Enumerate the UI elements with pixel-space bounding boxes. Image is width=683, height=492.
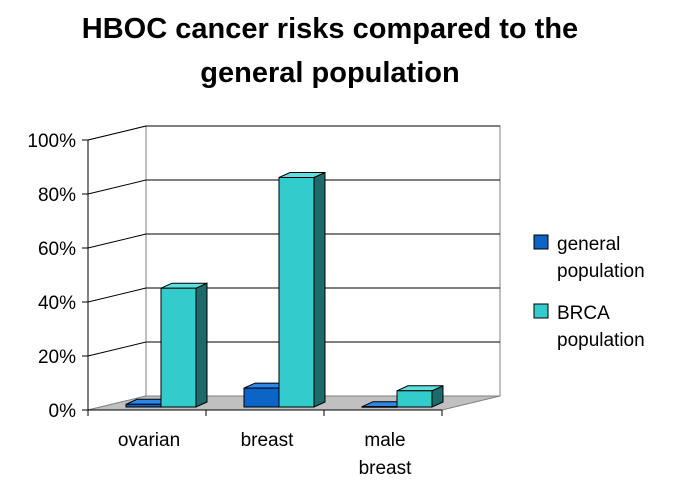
legend: general population BRCA population (533, 234, 645, 351)
legend-label-1: BRCA (557, 303, 610, 324)
y-tick-label: 60% (38, 239, 76, 260)
y-axis-ticks: 0% 20% 40% 60% 80% 100% (27, 131, 89, 422)
bar-front (361, 406, 398, 408)
x-category-label: breast (359, 458, 413, 479)
x-category-label: male (364, 430, 405, 451)
y-tick-label: 80% (38, 185, 76, 206)
bar-side (195, 282, 208, 408)
bar-front (243, 387, 280, 408)
chart-title-line: HBOC cancer risks compared to the (82, 13, 578, 45)
legend-label-0: population (557, 261, 645, 282)
chart-title: HBOC cancer risks compared to the general… (82, 13, 578, 89)
legend-label-0: general (557, 234, 620, 255)
gridline-side (87, 341, 147, 357)
legend-swatch-1 (533, 303, 549, 319)
bar-front (125, 403, 162, 408)
x-category-label: breast (241, 430, 295, 451)
gridline-side (87, 233, 147, 249)
bars (125, 171, 444, 408)
y-tick-label: 20% (38, 347, 76, 368)
y-tick-label: 0% (49, 401, 77, 422)
y-tick-label: 100% (27, 131, 76, 152)
chart-title-line: general population (200, 57, 459, 89)
legend-swatch-0 (533, 234, 549, 250)
x-category-label: ovarian (118, 430, 180, 451)
gridline-side (87, 125, 147, 141)
bar-1-0 (160, 282, 208, 408)
gridline-side (87, 179, 147, 195)
legend-label-1: population (557, 330, 645, 351)
bar-front (160, 287, 197, 408)
gridline-side (87, 287, 147, 303)
bar-front (278, 177, 315, 408)
bar-front (396, 390, 433, 408)
bar-1-1 (278, 171, 326, 408)
bar-side (313, 171, 326, 408)
side-wall (87, 125, 147, 411)
y-tick-label: 40% (38, 293, 76, 314)
x-axis-categories: ovarian breast male breast (87, 409, 443, 479)
bar-1-2 (396, 385, 444, 408)
